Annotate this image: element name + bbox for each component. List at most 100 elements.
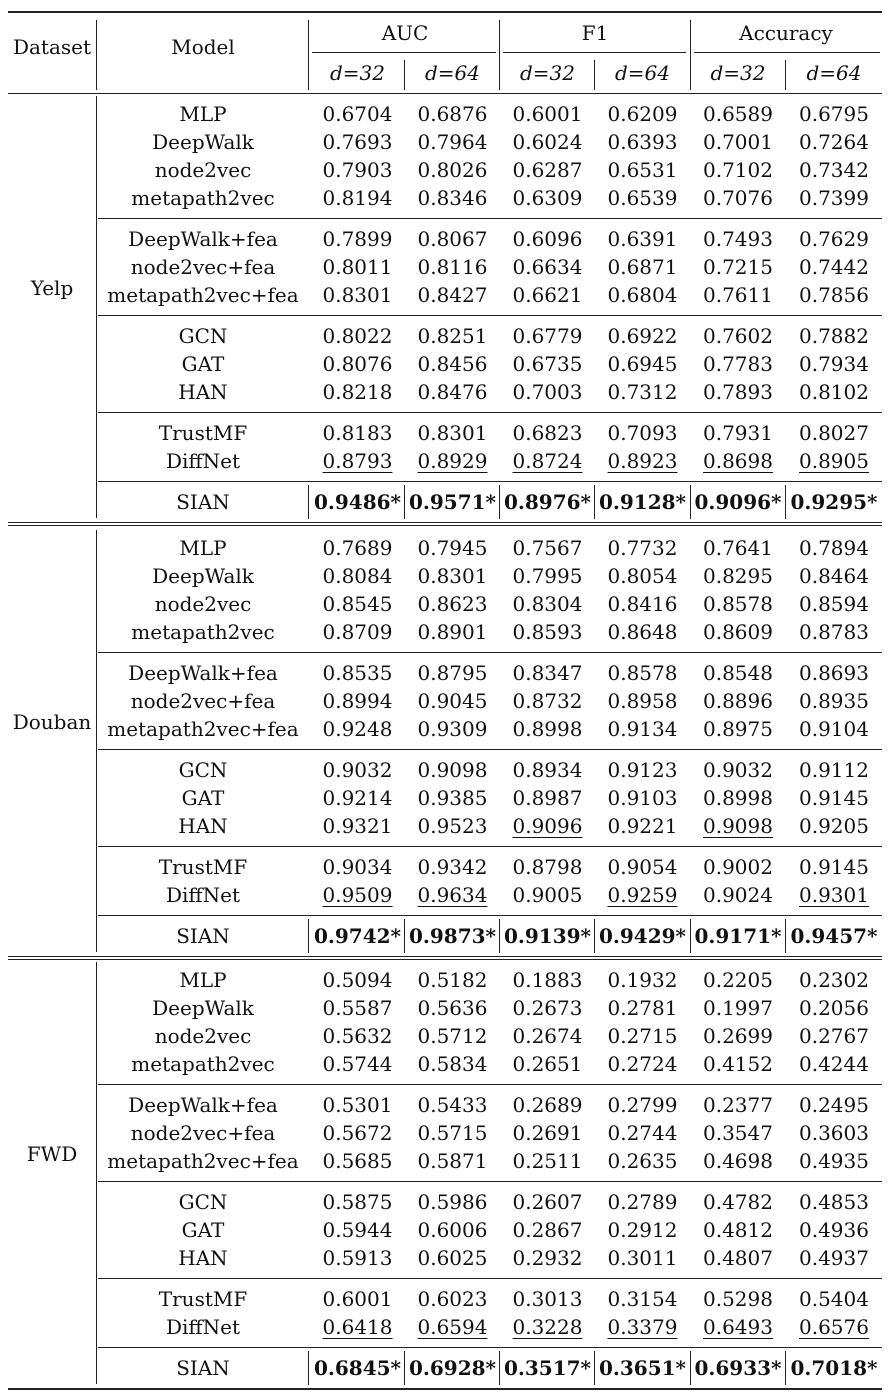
metric-value: 0.3011: [607, 1246, 678, 1270]
header-metric-f1: F1: [581, 21, 609, 45]
sian-divider: [785, 1351, 786, 1385]
model-name: GAT: [181, 352, 225, 376]
header-divider: [594, 60, 595, 90]
metric-value: 0.6795: [799, 102, 869, 126]
model-name: TrustMF: [158, 421, 248, 445]
metric-value: 0.7093: [607, 421, 678, 445]
metric-value: 0.8578: [607, 661, 678, 685]
metric-value: 0.9005: [512, 883, 583, 907]
model-name: DeepWalk+fea: [128, 661, 278, 685]
metric-value: 0.1883: [512, 968, 583, 992]
model-name: MLP: [179, 968, 227, 992]
metric-value: 0.8798: [512, 855, 583, 879]
metric-value: 0.5094: [322, 968, 393, 992]
metric-value: 0.7894: [799, 536, 869, 560]
metric-value: 0.2781: [607, 996, 678, 1020]
metric-value: 0.9096*: [694, 490, 782, 514]
metric-value: 0.5944: [322, 1218, 393, 1242]
metric-value: 0.6928*: [408, 1356, 496, 1380]
metric-value: 0.5685: [322, 1149, 393, 1173]
metric-value: 0.7689: [322, 536, 393, 560]
metric-value: 0.9098: [417, 758, 488, 782]
metric-value: 0.2699: [703, 1024, 773, 1048]
metric-value: 0.5871: [417, 1149, 488, 1173]
model-name: metapath2vec: [131, 620, 275, 644]
metric-underline-auc: [312, 52, 496, 53]
metric-value: 0.6391: [607, 227, 678, 251]
sian-divider: [499, 1351, 500, 1385]
metric-value: 0.4853: [799, 1190, 869, 1214]
model-name: node2vec: [154, 158, 252, 182]
metric-value: 0.2867: [512, 1218, 583, 1242]
metric-value: 0.7893: [703, 380, 773, 404]
metric-value: 0.8594: [799, 592, 869, 616]
metric-value: 0.6945: [607, 352, 678, 376]
model-name: node2vec: [154, 1024, 252, 1048]
metric-value: 0.7342: [799, 158, 869, 182]
metric-underline-f1: [503, 52, 686, 53]
metric-value: 0.8905: [799, 449, 869, 473]
metric-value: 0.5712: [417, 1024, 488, 1048]
dataset-double-rule: [8, 959, 882, 960]
header-divider: [308, 20, 309, 90]
metric-value: 0.5587: [322, 996, 393, 1020]
model-name: metapath2vec: [131, 1052, 275, 1076]
metric-value: 0.6735: [512, 352, 583, 376]
metric-value: 0.6006: [417, 1218, 488, 1242]
metric-value: 0.9486*: [313, 490, 401, 514]
header-divider: [690, 20, 691, 90]
metric-value: 0.6594: [417, 1315, 488, 1339]
metric-value: 0.8935: [799, 689, 869, 713]
metric-value: 0.9571*: [408, 490, 496, 514]
metric-value: 0.9214: [322, 786, 393, 810]
metric-value: 0.7001: [703, 130, 773, 154]
dataset-name: Yelp: [30, 276, 74, 300]
metric-value: 0.9523: [417, 814, 488, 838]
model-name: HAN: [178, 1246, 228, 1270]
model-name: node2vec: [154, 592, 252, 616]
model-name: DeepWalk: [152, 130, 254, 154]
metric-value: 0.9342: [417, 855, 488, 879]
metric-value: 0.8593: [512, 620, 583, 644]
model-name: MLP: [179, 102, 227, 126]
metric-value: 0.9742*: [313, 924, 401, 948]
metric-value: 0.8456: [417, 352, 488, 376]
metric-value: 0.9873*: [408, 924, 496, 948]
metric-value: 0.7102: [703, 158, 773, 182]
metric-value: 0.4812: [703, 1218, 773, 1242]
metric-value: 0.5715: [417, 1121, 488, 1145]
metric-value: 0.8026: [417, 158, 488, 182]
group-separator: [98, 1181, 882, 1182]
metric-value: 0.7882: [799, 324, 869, 348]
header-divider: [785, 60, 786, 90]
metric-value: 0.6531: [607, 158, 678, 182]
header-metric-accuracy: Accuracy: [739, 21, 833, 45]
metric-value: 0.1997: [703, 996, 773, 1020]
header-metric-auc: AUC: [381, 21, 429, 45]
metric-value: 0.6933*: [694, 1356, 782, 1380]
metric-value: 0.9134: [607, 717, 678, 741]
metric-value: 0.7399: [799, 186, 869, 210]
metric-value: 0.7442: [799, 255, 869, 279]
metric-value: 0.6589: [703, 102, 773, 126]
metric-value: 0.7003: [512, 380, 583, 404]
metric-value: 0.9145: [799, 786, 869, 810]
metric-value: 0.2715: [607, 1024, 678, 1048]
metric-value: 0.7783: [703, 352, 773, 376]
metric-value: 0.9045: [417, 689, 488, 713]
model-name: GCN: [178, 324, 228, 348]
metric-value: 0.6001: [322, 1287, 393, 1311]
metric-value: 0.8998: [512, 717, 583, 741]
sian-divider: [594, 485, 595, 519]
group-separator: [98, 412, 882, 413]
model-name: GAT: [181, 1218, 225, 1242]
metric-value: 0.3651*: [598, 1356, 686, 1380]
metric-value: 0.8067: [417, 227, 488, 251]
metric-value: 0.5298: [703, 1287, 773, 1311]
metric-value: 0.3013: [512, 1287, 583, 1311]
metric-value: 0.8427: [417, 283, 488, 307]
metric-value: 0.5834: [417, 1052, 488, 1076]
model-name: GCN: [178, 1190, 228, 1214]
metric-value: 0.4698: [703, 1149, 773, 1173]
metric-value: 0.2607: [512, 1190, 583, 1214]
